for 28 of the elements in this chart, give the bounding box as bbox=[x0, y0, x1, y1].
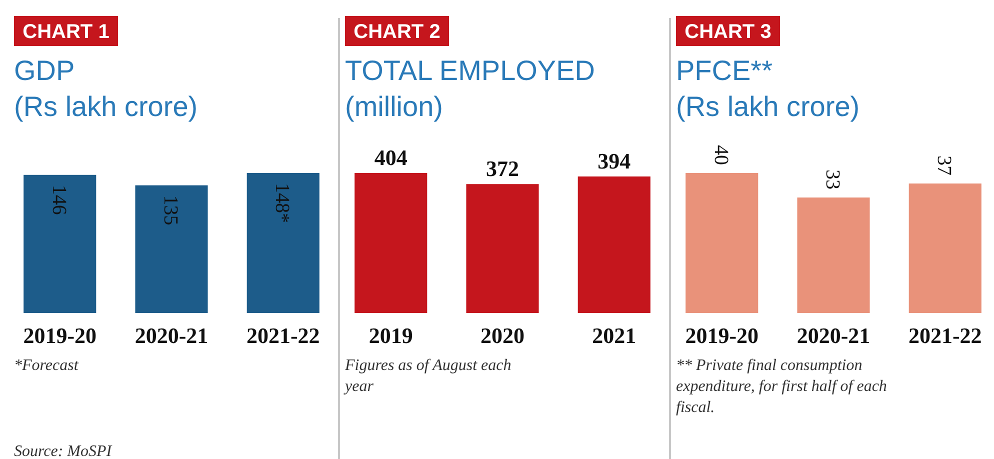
x-tick-label: 2020-21 bbox=[134, 323, 208, 348]
chart-title: CHART 1 bbox=[22, 21, 110, 43]
data-label: 40 bbox=[710, 145, 732, 165]
data-label: 372 bbox=[486, 156, 519, 182]
data-label: 146 bbox=[48, 184, 70, 215]
x-tick-label: 2019-20 bbox=[23, 323, 97, 348]
text: Figures as of August each year bbox=[343, 357, 512, 395]
data-label: 148* bbox=[271, 183, 294, 223]
x-tick-label: 2021-22 bbox=[908, 323, 982, 348]
chart-subtitle: TOTAL EMPLOYED (million) bbox=[345, 55, 595, 122]
x-tick-label: 2020-21 bbox=[796, 323, 870, 348]
x-tick-label: 2019-20 bbox=[685, 323, 759, 348]
x-tick-label: 2020 bbox=[480, 323, 524, 348]
x-tick-label: 2021-22 bbox=[246, 323, 320, 348]
data-label: 33 bbox=[822, 170, 844, 190]
data-label: 394 bbox=[598, 148, 631, 174]
text: ** Private final consumption expenditure, for first half of each fiscal. bbox=[676, 357, 887, 416]
data-label: 135 bbox=[160, 195, 182, 226]
chart-title: CHART 2 bbox=[354, 21, 440, 43]
source-note: Source: MoSPI bbox=[14, 443, 112, 459]
chart-subtitle: PFCE** (Rs lakh crore) bbox=[676, 55, 860, 122]
chart-subtitle: GDP (Rs lakh crore) bbox=[14, 55, 198, 122]
data-label: 404 bbox=[374, 145, 408, 170]
x-tick-label: 2021 bbox=[592, 323, 636, 348]
chart-title: CHART 3 bbox=[684, 21, 772, 43]
x-tick-label: 2019 bbox=[368, 323, 413, 348]
data-label: 37 bbox=[933, 156, 956, 176]
text: *Forecast bbox=[14, 357, 79, 374]
